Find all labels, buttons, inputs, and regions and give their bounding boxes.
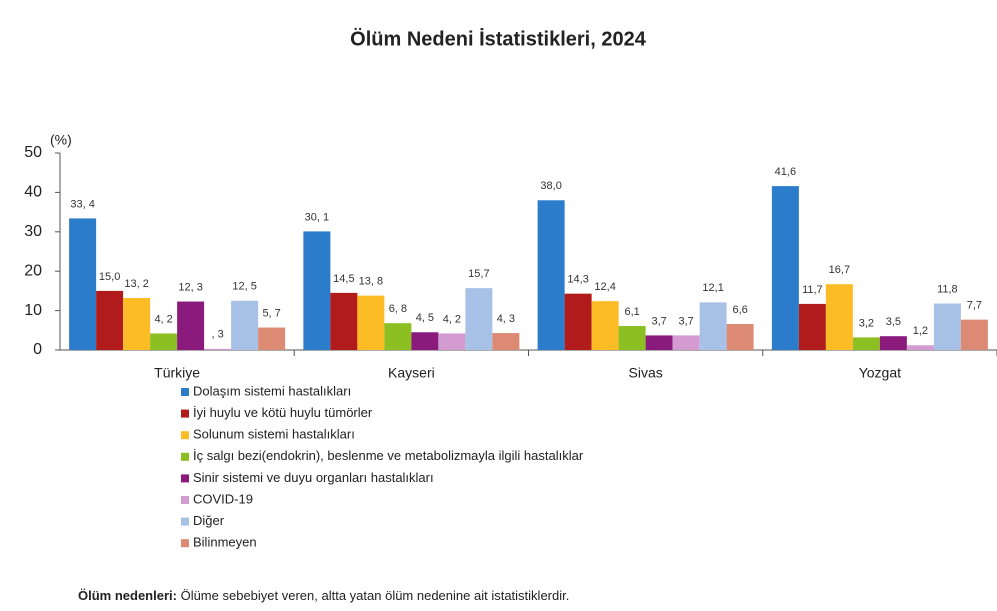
legend-label: İç salgı bezi(endokrin), beslenme ve met… [193,448,584,463]
bar [699,302,727,350]
bar [726,323,754,350]
bar [357,295,385,350]
value-label: 15,0 [99,271,120,283]
value-label: 4, 2 [154,313,172,325]
legend-label: Bilinmeyen [193,535,257,550]
bar [771,186,799,350]
x-tick-label: Kayseri [388,365,435,381]
legend-swatch [181,388,189,396]
value-label: 14,3 [567,274,588,286]
value-label: 1,2 [913,325,928,337]
value-label: 3,7 [651,315,666,327]
bar [258,327,286,350]
bar [465,288,493,350]
value-label: 4, 2 [443,313,461,325]
bar [69,218,97,350]
bar [204,348,232,350]
bar [564,293,592,350]
legend-swatch [181,409,189,418]
value-label: 11,7 [802,284,823,296]
value-label: 6,6 [732,304,747,316]
bar [618,325,646,350]
bar [303,231,331,350]
bar [150,333,178,350]
bar [384,323,412,350]
value-label: 12,4 [594,281,615,293]
bar [537,200,565,350]
bar [825,284,853,350]
bar [492,333,520,350]
value-label: 6, 8 [389,303,407,315]
bar [960,319,988,350]
bar [933,303,961,350]
legend-swatch [181,517,189,526]
footnote-label: Ölüm nedenleri: [78,588,177,603]
value-label: 4, 3 [497,313,515,325]
value-label: 13, 2 [124,278,148,290]
value-label: 4, 5 [416,312,434,324]
bar [231,300,259,350]
y-tick-label: 30 [24,223,42,240]
legend-label: COVID-19 [193,491,253,506]
bar [411,332,439,350]
bar [798,303,826,350]
y-axis-label: (%) [50,132,72,148]
value-label: 33, 4 [70,198,94,210]
bar [96,290,124,350]
x-tick-label: Türkiye [154,365,200,381]
bar [672,335,700,350]
value-label: 3,2 [859,317,874,329]
footnote-text: Ölüme sebebiyet veren, altta yatan ölüm … [177,588,569,603]
y-tick-label: 40 [24,184,42,201]
bar [123,297,151,350]
legend-swatch [181,496,189,504]
y-tick-label: 20 [24,262,42,279]
value-label: 3,7 [678,315,693,327]
value-label: 14,5 [333,273,354,285]
bar [906,345,934,350]
bar [852,337,880,350]
legend-label: İyi huylu ve kötü huylu tümörler [193,405,373,420]
value-label: 11,8 [937,283,958,295]
value-label: 15,7 [468,268,489,280]
legend-label: Diğer [193,513,225,528]
value-label: 5, 7 [262,307,280,319]
value-label: 30, 1 [305,211,329,223]
chart-title: Ölüm Nedeni İstatistikleri, 2024 [350,27,647,50]
bar [330,292,358,350]
legend-label: Dolaşım sistemi hastalıkları [193,383,351,398]
value-label: 12, 5 [232,281,256,293]
value-label: 7,7 [967,300,982,312]
bar [438,333,466,350]
value-label: , 3 [212,329,224,341]
value-label: 16,7 [829,264,850,276]
value-label: 12, 3 [178,281,202,293]
x-tick-label: Sivas [629,365,663,381]
legend-swatch [181,452,189,461]
legend-swatch [181,539,189,548]
value-label: 6,1 [624,306,639,318]
footnote: Ölüm nedenleri: Ölüme sebebiyet veren, a… [78,588,569,603]
value-label: 41,6 [775,166,796,178]
value-label: 12,1 [702,282,723,294]
bar [879,336,907,350]
bar [177,301,205,350]
legend-swatch [181,431,189,440]
y-tick-label: 10 [24,302,42,319]
legend-swatch [181,474,189,483]
y-tick-label: 50 [24,144,42,161]
x-tick-label: Yozgat [859,365,901,381]
legend-label: Sinir sistemi ve duyu organları hastalık… [193,470,434,485]
bar [645,335,673,350]
bar [591,301,619,350]
value-label: 13, 8 [359,276,383,288]
value-label: 3,5 [886,316,901,328]
y-tick-label: 0 [33,341,42,358]
legend-label: Solunum sistemi hastalıkları [193,427,355,442]
value-label: 38,0 [540,180,561,192]
